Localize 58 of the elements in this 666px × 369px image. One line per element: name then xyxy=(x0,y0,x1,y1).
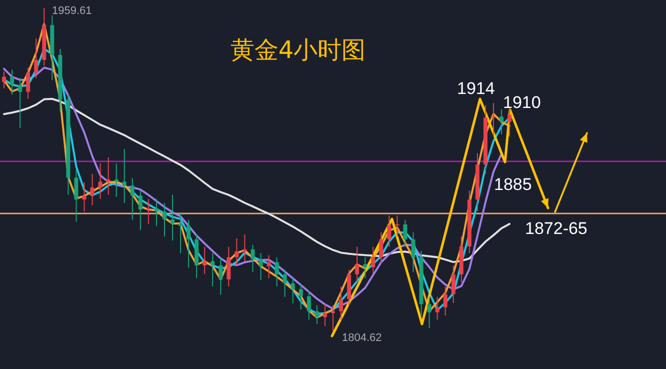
annotation: 1959.61 xyxy=(52,5,92,17)
candlestick xyxy=(82,182,86,212)
annotation: 1885 xyxy=(494,175,532,194)
candlestick xyxy=(26,67,30,100)
candlestick xyxy=(339,286,344,320)
text: 1804.62 xyxy=(342,332,382,344)
candlestick xyxy=(234,238,239,266)
candlestick xyxy=(18,78,22,129)
annotation: 1910 xyxy=(503,93,541,112)
candlestick xyxy=(202,246,207,274)
candlestick xyxy=(371,246,376,274)
candlestick xyxy=(403,219,408,248)
candlestick xyxy=(491,102,496,137)
candlestick xyxy=(258,252,263,281)
candlestick xyxy=(106,156,110,196)
candlestick xyxy=(298,284,303,310)
candlestick xyxy=(306,290,311,320)
candlestick xyxy=(355,246,360,283)
candlestick xyxy=(90,173,94,206)
candlestick xyxy=(379,232,384,264)
text: 1872-65 xyxy=(525,219,588,238)
candlestick xyxy=(250,244,255,272)
candlestick xyxy=(154,198,158,227)
candlestick xyxy=(508,106,512,137)
candlestick xyxy=(500,108,504,135)
candlestick xyxy=(226,246,231,287)
candlestick xyxy=(322,302,327,327)
candlestick xyxy=(242,234,247,262)
candlestick xyxy=(331,304,335,332)
text: 黄金4小时图 xyxy=(230,36,366,64)
candlestick xyxy=(114,162,118,198)
candlestick xyxy=(451,265,456,304)
candlestick xyxy=(274,256,279,287)
candlestick xyxy=(218,256,223,296)
candlestick xyxy=(170,194,175,242)
candlestick xyxy=(130,178,134,220)
candlestick xyxy=(10,69,14,96)
candlestick xyxy=(443,286,448,316)
candlestick xyxy=(411,232,416,272)
candlestick xyxy=(122,148,126,204)
candlestick xyxy=(162,202,166,237)
candlestick xyxy=(2,71,6,89)
candlestick xyxy=(34,38,38,79)
candlestick xyxy=(435,296,440,320)
candlestick xyxy=(138,190,142,231)
candlestick xyxy=(290,278,295,304)
candlestick xyxy=(210,252,215,287)
candlestick xyxy=(186,219,191,268)
candlestick xyxy=(98,162,102,200)
candlestick xyxy=(427,296,432,329)
candlestick xyxy=(314,304,319,324)
candlestick xyxy=(74,169,78,222)
annotation: 1914 xyxy=(457,79,495,98)
candlestick xyxy=(282,269,287,298)
candlestick xyxy=(363,256,368,279)
candlestick xyxy=(178,213,183,254)
candlestick xyxy=(387,215,392,248)
candlestick xyxy=(395,215,400,237)
